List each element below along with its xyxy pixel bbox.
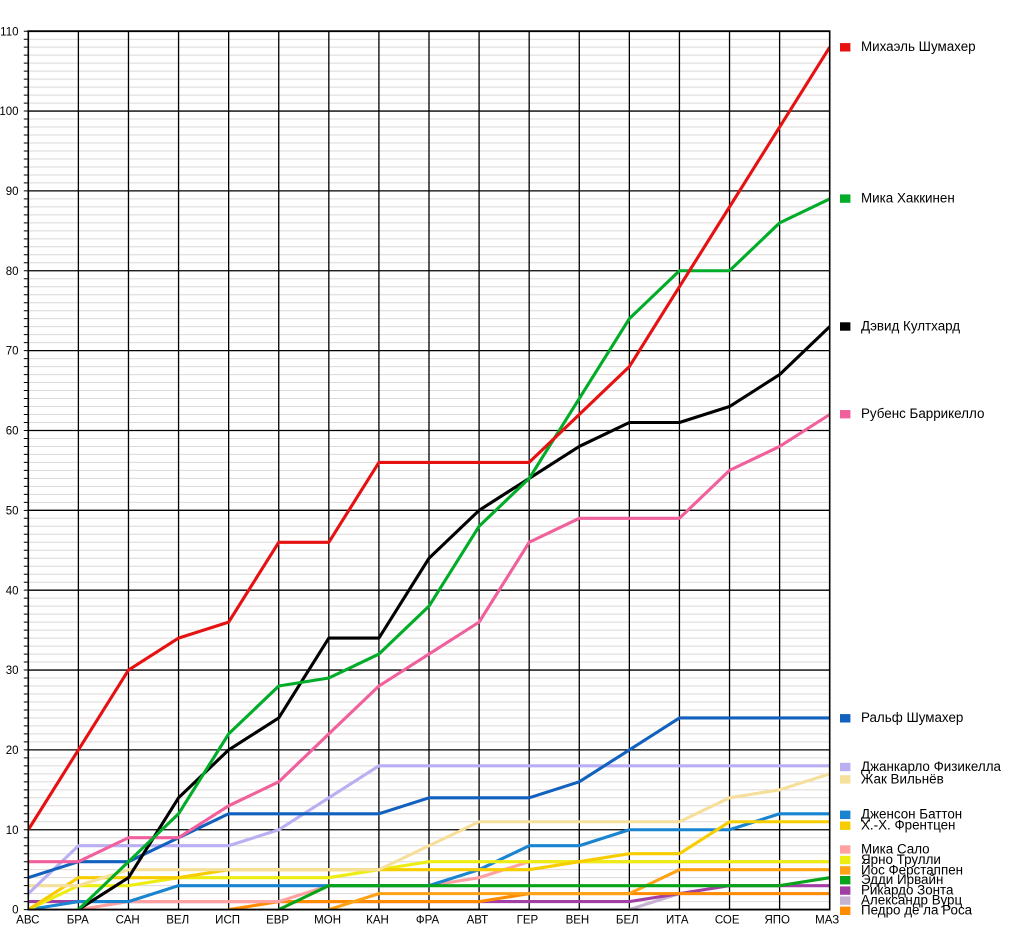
svg-text:100: 100 [0, 106, 19, 118]
svg-text:ВЕЛ: ВЕЛ [166, 915, 189, 927]
svg-text:Эдди Ирвайн: Эдди Ирвайн [861, 872, 943, 887]
svg-text:60: 60 [6, 426, 19, 438]
svg-text:40: 40 [6, 585, 19, 597]
svg-text:КАН: КАН [366, 915, 389, 927]
svg-text:ИСП: ИСП [215, 915, 240, 927]
svg-text:Дэвид Култхард: Дэвид Култхард [861, 318, 960, 333]
svg-text:Мика Хаккинен: Мика Хаккинен [861, 191, 955, 206]
svg-text:АВС: АВС [16, 915, 39, 927]
svg-text:ЯПО: ЯПО [764, 915, 790, 927]
svg-text:90: 90 [6, 186, 19, 198]
svg-text:Джанкарло Физикелла: Джанкарло Физикелла [861, 759, 1002, 774]
svg-text:Рикардо Зонта: Рикардо Зонта [861, 883, 954, 898]
svg-text:БРА: БРА [67, 915, 89, 927]
svg-text:БЕЛ: БЕЛ [616, 915, 639, 927]
svg-text:10: 10 [6, 825, 19, 837]
svg-text:110: 110 [0, 26, 18, 38]
svg-text:АВТ: АВТ [467, 915, 489, 927]
svg-text:МОН: МОН [314, 915, 341, 927]
svg-text:ЕВР: ЕВР [266, 915, 289, 927]
svg-text:ГЕР: ГЕР [517, 915, 539, 927]
svg-text:Ярно Трулли: Ярно Трулли [861, 852, 941, 867]
svg-text:Х.-Х. Френтцен: Х.-Х. Френтцен [861, 818, 955, 833]
svg-text:0: 0 [12, 905, 18, 917]
svg-text:СОЕ: СОЕ [715, 915, 740, 927]
svg-text:Йос Ферстаппен: Йос Ферстаппен [861, 862, 963, 877]
svg-text:ФРА: ФРА [416, 915, 440, 927]
svg-text:20: 20 [6, 745, 19, 757]
svg-text:50: 50 [6, 505, 19, 517]
svg-text:80: 80 [6, 266, 19, 278]
svg-text:Рубенс Баррикелло: Рубенс Баррикелло [861, 406, 984, 421]
svg-text:Жак Вильнёв: Жак Вильнёв [861, 771, 944, 786]
svg-text:30: 30 [6, 665, 19, 677]
svg-text:ВЕН: ВЕН [566, 915, 590, 927]
svg-text:МАЗ: МАЗ [815, 915, 839, 927]
svg-text:САН: САН [116, 915, 140, 927]
svg-text:70: 70 [6, 346, 19, 358]
svg-text:Александр Вурц: Александр Вурц [861, 893, 962, 908]
svg-text:Педро де ла Роса: Педро де ла Роса [861, 903, 973, 918]
svg-text:Мика Сало: Мика Сало [861, 841, 930, 856]
svg-text:Дженсон Баттон: Дженсон Баттон [861, 807, 962, 822]
svg-text:Ральф Шумахер: Ральф Шумахер [861, 710, 963, 725]
svg-text:Михаэль Шумахер: Михаэль Шумахер [861, 39, 976, 54]
svg-text:ИТА: ИТА [666, 915, 689, 927]
